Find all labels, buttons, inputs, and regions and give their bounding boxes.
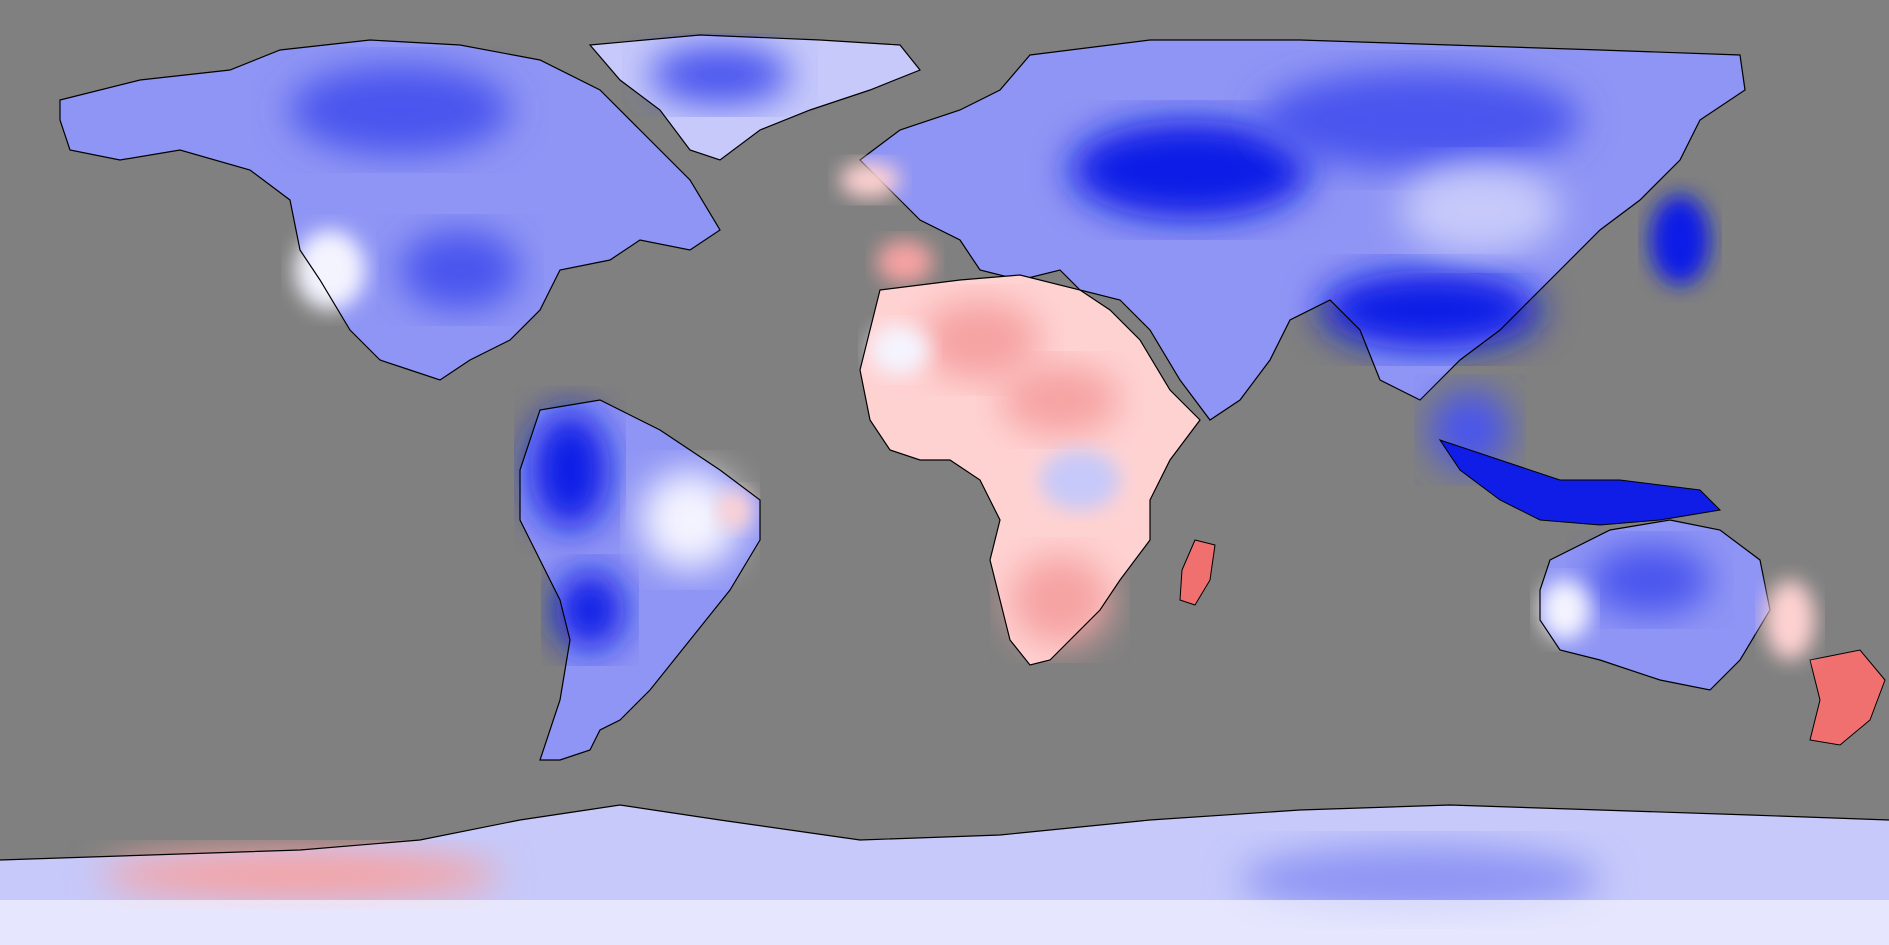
north-america-west-light (295, 230, 365, 310)
sahara-warm (920, 300, 1040, 380)
central-asia-light (1400, 165, 1560, 255)
eurasia-region (859, 39, 1746, 421)
australia-cool-core (1590, 545, 1710, 615)
antarctica-east-cool (1240, 845, 1600, 915)
north-america-landmass (60, 40, 720, 380)
sahel-warm (1000, 365, 1120, 435)
north-america-cool-core (400, 230, 520, 310)
central-africa-light (1040, 450, 1120, 510)
south-america-north-cool (530, 410, 610, 530)
africa-landmass (860, 275, 1200, 665)
antarctica-region (0, 804, 1889, 945)
north-america-coastline (59, 39, 721, 381)
west-africa-light (870, 325, 930, 375)
himalaya-strong-cool (1320, 270, 1540, 350)
southeast-asia-region (1430, 390, 1722, 526)
tasman-warm (1765, 580, 1815, 660)
eurasia-coastline (859, 39, 1746, 421)
southern-africa-warm (1010, 555, 1110, 645)
north-america-north-cool (290, 65, 510, 155)
australia-coastline (1539, 519, 1771, 691)
south-america-region (519, 399, 761, 761)
ireland-warm (840, 162, 900, 198)
greenland-region (588, 34, 921, 161)
new-zealand-landmass (1809, 649, 1886, 746)
japan-strong-cool (1650, 195, 1710, 285)
south-america-east-light (640, 470, 740, 570)
iberia-warm (877, 240, 933, 284)
africa-region (859, 274, 1216, 666)
north-america-region (59, 39, 721, 381)
south-america-south-cool (555, 570, 625, 650)
madagascar-landmass (1179, 539, 1216, 606)
antarctica-interior-light (0, 900, 1889, 945)
greenland-cool (650, 45, 790, 105)
antarctica-west-warm (100, 850, 500, 900)
greenland-coastline (588, 34, 921, 161)
australia-west-light (1540, 580, 1590, 640)
new-zealand-region (1765, 580, 1886, 746)
iberia-region (840, 162, 933, 284)
antarctica-coastline (0, 804, 1889, 861)
south-america-coastline (519, 399, 761, 761)
europe-russia-strong-cool (1070, 120, 1310, 220)
south-america-east-warm (717, 490, 753, 530)
africa-coastline (859, 274, 1201, 666)
australia-region (1539, 519, 1771, 691)
siberia-cool (1260, 70, 1580, 170)
indonesia-coastline (1438, 439, 1722, 526)
indonesia-landmass (1440, 440, 1720, 525)
